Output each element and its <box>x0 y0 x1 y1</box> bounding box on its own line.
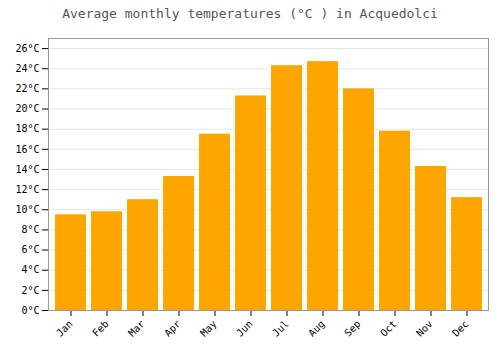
svg-text:24°C: 24°C <box>15 63 39 74</box>
svg-text:12°C: 12°C <box>15 184 39 195</box>
svg-text:Jul: Jul <box>270 318 291 339</box>
svg-text:Apr: Apr <box>162 318 183 339</box>
svg-text:Jun: Jun <box>234 318 255 339</box>
svg-text:4°C: 4°C <box>21 264 39 275</box>
svg-text:0°C: 0°C <box>21 305 39 316</box>
svg-text:Oct: Oct <box>378 318 399 339</box>
svg-text:Jan: Jan <box>54 318 75 339</box>
svg-text:2°C: 2°C <box>21 285 39 296</box>
svg-text:22°C: 22°C <box>15 83 39 94</box>
svg-text:Dec: Dec <box>450 318 471 339</box>
svg-text:Feb: Feb <box>90 318 111 339</box>
svg-text:Nov: Nov <box>414 318 435 339</box>
svg-text:18°C: 18°C <box>15 123 39 134</box>
svg-text:Sep: Sep <box>342 318 363 339</box>
svg-text:16°C: 16°C <box>15 144 39 155</box>
svg-text:8°C: 8°C <box>21 224 39 235</box>
svg-text:10°C: 10°C <box>15 204 39 215</box>
svg-text:20°C: 20°C <box>15 103 39 114</box>
svg-text:Aug: Aug <box>306 318 327 339</box>
svg-text:26°C: 26°C <box>15 43 39 54</box>
html-text:Average monthly temperatures (: Average monthly temperatures (°C ) in Ac… <box>62 6 438 21</box>
svg-text:Mar: Mar <box>126 318 147 339</box>
svg-text:14°C: 14°C <box>15 164 39 175</box>
svg-text:May: May <box>198 318 219 339</box>
svg-text:6°C: 6°C <box>21 244 39 255</box>
